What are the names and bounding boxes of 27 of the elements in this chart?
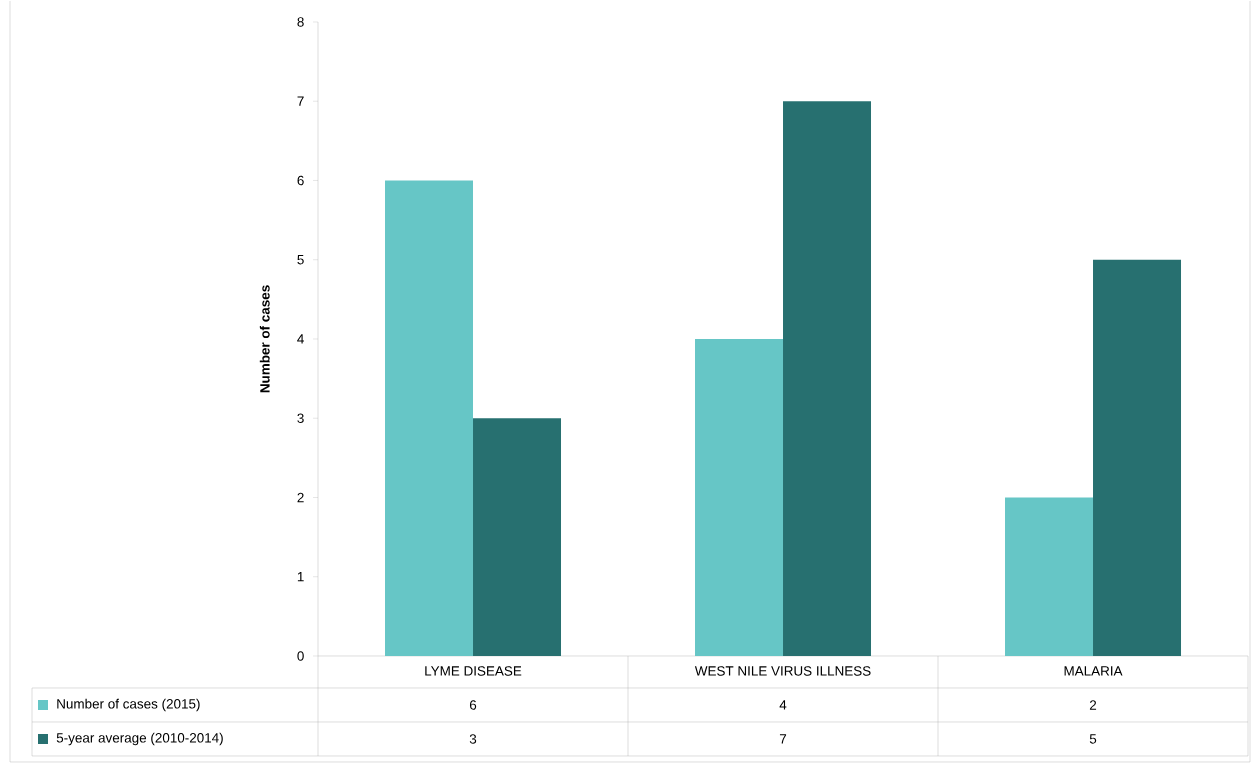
- data-label: 7: [779, 734, 787, 744]
- x-tick-label: WEST NILE VIRUS ILLNESS: [694, 666, 871, 676]
- y-tick-label: 2: [297, 492, 304, 503]
- y-tick-label: 7: [297, 96, 304, 106]
- y-tick-label: 5: [297, 255, 304, 265]
- y-tick-label: 1: [297, 572, 304, 582]
- y-tick-label: 8: [297, 17, 304, 27]
- legend-label: Number of cases (2015): [57, 698, 200, 712]
- data-label: 4: [779, 700, 787, 710]
- bar: [695, 338, 784, 656]
- y-tick-label: 3: [297, 413, 304, 423]
- bar: [1005, 497, 1094, 656]
- y-tick-label: 0: [297, 651, 304, 661]
- bar: [473, 418, 562, 656]
- x-tick-label: MALARIA: [1064, 666, 1123, 676]
- bar: [783, 101, 872, 656]
- legend-label: 5-year average (2010-2014): [56, 732, 223, 746]
- bar: [1093, 259, 1182, 656]
- data-label: 5: [1089, 734, 1097, 744]
- x-tick-label: LYME DISEASE: [425, 666, 522, 676]
- y-tick-label: 4: [297, 334, 304, 344]
- data-label: 6: [469, 700, 477, 710]
- data-label: 2: [1089, 700, 1097, 710]
- bar: [385, 180, 474, 656]
- y-tick-label: 6: [297, 175, 304, 186]
- data-label: 3: [469, 734, 477, 744]
- y-axis-title: Number of cases: [259, 285, 270, 393]
